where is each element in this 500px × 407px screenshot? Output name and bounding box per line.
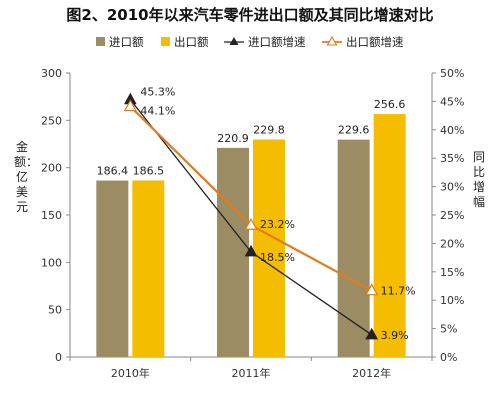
- y-left-tick-label: 250: [41, 114, 62, 127]
- bar: [217, 147, 249, 357]
- line-point-marker: [365, 283, 379, 296]
- bar-data-label: 220.9: [217, 132, 249, 145]
- series-line: [129, 99, 373, 336]
- y-right-tick-label: 45%: [440, 95, 464, 108]
- y-right-tick-label: 30%: [440, 181, 464, 194]
- bar-data-label: 229.8: [253, 123, 285, 136]
- bar-data-label: 186.5: [133, 164, 165, 177]
- line-point-marker: [365, 327, 379, 340]
- line-data-label: 23.2%: [260, 218, 295, 231]
- legend-marker: [229, 37, 239, 45]
- line-point-marker: [244, 244, 258, 257]
- legend-swatch: [161, 37, 170, 46]
- x-tick-label: 2012年: [352, 366, 391, 380]
- y-axis-right-label: 同比增幅: [472, 150, 485, 209]
- legend-swatch: [96, 37, 105, 46]
- bar-data-label: 229.6: [338, 124, 370, 137]
- y-right-tick-label: 5%: [440, 323, 457, 336]
- bar: [253, 139, 285, 357]
- bar-data-label: 256.6: [374, 98, 406, 111]
- bar-data-label: 186.4: [97, 165, 129, 178]
- y-left-tick-label: 100: [41, 256, 62, 269]
- y-left-tick-label: 300: [41, 67, 62, 80]
- chart-title: 图2、2010年以来汽车零件进出口额及其同比增速对比: [66, 6, 434, 24]
- legend-label: 进口额增速: [248, 35, 306, 49]
- y-right-tick-label: 0%: [440, 351, 457, 364]
- legend-marker: [326, 35, 338, 46]
- y-right-tick-label: 40%: [440, 124, 464, 137]
- legend-label: 出口额: [174, 35, 209, 49]
- bar: [337, 139, 370, 357]
- y-left-tick-label: 200: [41, 162, 62, 175]
- y-left-tick-label: 0: [55, 351, 62, 364]
- legend-label: 进口额: [109, 35, 144, 49]
- line-data-label: 45.3%: [140, 86, 175, 99]
- line-point-marker: [244, 217, 258, 230]
- y-right-tick-label: 15%: [440, 266, 464, 279]
- y-right-tick-label: 20%: [440, 237, 464, 250]
- y-right-tick-label: 35%: [440, 152, 464, 165]
- y-right-tick-label: 10%: [440, 294, 464, 307]
- line-data-label: 18.5%: [260, 251, 295, 264]
- series-line: [129, 105, 373, 292]
- y-right-tick-label: 25%: [440, 209, 464, 222]
- bar: [373, 114, 406, 358]
- x-tick-label: 2010年: [111, 366, 150, 380]
- legend-label: 出口额增速: [346, 35, 404, 49]
- y-left-tick-label: 50: [48, 304, 62, 317]
- bar: [96, 180, 129, 357]
- line-data-label: 11.7%: [381, 285, 416, 298]
- line-data-label: 3.9%: [381, 329, 409, 342]
- x-tick-label: 2011年: [232, 366, 271, 380]
- line-point-marker: [123, 99, 137, 112]
- line-data-label: 44.1%: [140, 105, 175, 118]
- y-left-tick-label: 150: [41, 209, 62, 222]
- y-right-tick-label: 50%: [440, 67, 464, 80]
- bar: [132, 180, 165, 357]
